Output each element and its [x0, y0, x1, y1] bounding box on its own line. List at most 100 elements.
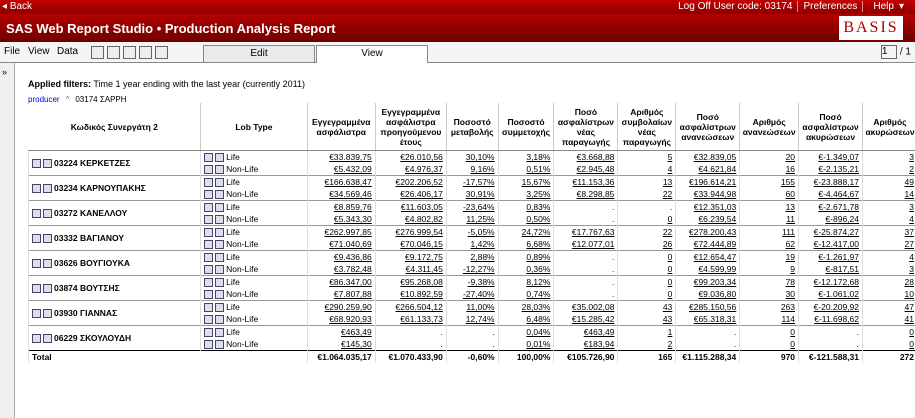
expand-icon[interactable] — [204, 265, 214, 275]
value-cell[interactable]: 263 — [739, 300, 799, 313]
value-cell[interactable]: -17,57% — [445, 175, 499, 188]
value-cell[interactable]: 0,36% — [497, 263, 554, 276]
value-cell[interactable]: 11,00% — [445, 300, 499, 313]
open-folder-icon[interactable] — [107, 46, 120, 59]
drill-icon[interactable] — [215, 240, 225, 250]
value-cell[interactable]: 2,88% — [445, 250, 499, 263]
expand-icon[interactable] — [32, 184, 41, 194]
save-icon[interactable] — [123, 46, 136, 59]
value-cell[interactable]: 22 — [617, 225, 676, 238]
drill-icon[interactable] — [215, 190, 225, 200]
drill-icon[interactable] — [215, 203, 225, 213]
drill-icon[interactable] — [215, 253, 225, 263]
expand-icon[interactable] — [204, 178, 214, 188]
value-cell[interactable]: 0 — [617, 288, 676, 301]
value-cell[interactable]: €463,49 — [553, 325, 618, 338]
drill-icon[interactable] — [43, 284, 52, 294]
value-cell[interactable]: €-817,51 — [798, 263, 863, 276]
value-cell[interactable]: -12,27% — [445, 263, 499, 276]
lob-label[interactable]: Life — [226, 301, 240, 312]
logoff-link[interactable]: Log Off User code: 03174 — [678, 1, 793, 12]
drill-icon[interactable] — [43, 184, 52, 194]
partner-name[interactable]: 03224 ΚΕΡΚΕΤΖΕΣ — [54, 157, 131, 168]
value-cell[interactable]: €-23.888,17 — [798, 175, 863, 188]
value-cell[interactable]: €65.318,31 — [675, 313, 740, 326]
expand-icon[interactable] — [32, 234, 41, 244]
value-cell[interactable]: €-20.209,92 — [798, 300, 863, 313]
value-cell[interactable]: 20 — [739, 150, 799, 163]
value-cell[interactable]: €71.040,69 — [306, 238, 376, 251]
value-cell[interactable]: €33.839,75 — [306, 150, 376, 163]
expand-panel-icon[interactable]: » — [2, 67, 8, 77]
value-cell[interactable]: €5.432,09 — [306, 163, 376, 176]
value-cell[interactable]: €463,49 — [306, 325, 376, 338]
value-cell[interactable]: €35.002,08 — [553, 300, 618, 313]
value-cell[interactable]: 9,16% — [445, 163, 499, 176]
lob-label[interactable]: Non-Life — [226, 288, 259, 299]
value-cell[interactable]: €26.406,17 — [374, 188, 447, 201]
value-cell[interactable]: 6,68% — [497, 238, 554, 251]
value-cell[interactable]: 78 — [739, 275, 799, 288]
value-cell[interactable]: 49 — [862, 175, 915, 188]
value-cell[interactable]: 19 — [739, 250, 799, 263]
partner-name[interactable]: 03332 ΒΑΓΙΑΝΟΥ — [54, 232, 125, 243]
lob-label[interactable]: Non-Life — [226, 188, 259, 199]
value-cell[interactable]: 41 — [862, 313, 915, 326]
expand-icon[interactable] — [32, 159, 41, 169]
lob-label[interactable]: Life — [226, 276, 240, 287]
value-cell[interactable]: €285.150,56 — [675, 300, 740, 313]
value-cell[interactable]: €145,30 — [306, 338, 376, 351]
expand-icon[interactable] — [204, 303, 214, 313]
value-cell[interactable]: €9.172,75 — [374, 250, 447, 263]
lob-label[interactable]: Non-Life — [226, 313, 259, 324]
value-cell[interactable]: €4.802,82 — [374, 213, 447, 226]
lob-label[interactable]: Life — [226, 251, 240, 262]
export-icon[interactable] — [155, 46, 168, 59]
value-cell[interactable]: €10.892,59 — [374, 288, 447, 301]
page-number-input[interactable]: 1 — [880, 45, 897, 59]
value-cell[interactable]: €8.298,85 — [553, 188, 618, 201]
value-cell[interactable]: 13 — [739, 200, 799, 213]
partner-name[interactable]: 03234 ΚΑΡΝΟΥΠΑΚΗΣ — [54, 182, 146, 193]
value-cell[interactable]: €-2.671,78 — [798, 200, 863, 213]
value-cell[interactable]: 12,74% — [445, 313, 499, 326]
value-cell[interactable]: €202.206,52 — [374, 175, 447, 188]
value-cell[interactable]: €70.046,15 — [374, 238, 447, 251]
value-cell[interactable]: 30,91% — [445, 188, 499, 201]
value-cell[interactable]: 3 — [862, 200, 915, 213]
expand-icon[interactable] — [204, 328, 214, 338]
value-cell[interactable]: 0,50% — [497, 213, 554, 226]
lob-label[interactable]: Non-Life — [226, 338, 259, 349]
drill-icon[interactable] — [215, 290, 225, 300]
value-cell[interactable]: €-12.417,00 — [798, 238, 863, 251]
value-cell[interactable]: €-25.874,27 — [798, 225, 863, 238]
value-cell[interactable]: 5 — [617, 150, 676, 163]
tab-view[interactable]: View — [316, 45, 428, 63]
drill-icon[interactable] — [215, 265, 225, 275]
drill-icon[interactable] — [215, 278, 225, 288]
drill-icon[interactable] — [215, 153, 225, 163]
value-cell[interactable]: €68.920,93 — [306, 313, 376, 326]
value-cell[interactable]: 10 — [862, 288, 915, 301]
tab-edit[interactable]: Edit — [203, 45, 315, 62]
value-cell[interactable]: €15.285,42 — [553, 313, 618, 326]
value-cell[interactable]: €11.603,05 — [374, 200, 447, 213]
value-cell[interactable]: €95.268,08 — [374, 275, 447, 288]
value-cell[interactable]: €-1.349,07 — [798, 150, 863, 163]
value-cell[interactable]: €33.944,98 — [675, 188, 740, 201]
value-cell[interactable]: €266.504,12 — [374, 300, 447, 313]
lob-label[interactable]: Non-Life — [226, 213, 259, 224]
value-cell[interactable]: €166.638,47 — [306, 175, 376, 188]
value-cell[interactable]: 3 — [862, 150, 915, 163]
value-cell[interactable]: 0 — [617, 263, 676, 276]
expand-icon[interactable] — [204, 240, 214, 250]
value-cell[interactable]: €-12.172,68 — [798, 275, 863, 288]
value-cell[interactable]: 30 — [739, 288, 799, 301]
value-cell[interactable]: €-1.261,97 — [798, 250, 863, 263]
value-cell[interactable]: 24,72% — [497, 225, 554, 238]
value-cell[interactable]: 37 — [862, 225, 915, 238]
expand-icon[interactable] — [32, 259, 41, 269]
value-cell[interactable]: 0,83% — [497, 200, 554, 213]
value-cell[interactable]: 0 — [862, 338, 915, 351]
value-cell[interactable]: €3.782,48 — [306, 263, 376, 276]
